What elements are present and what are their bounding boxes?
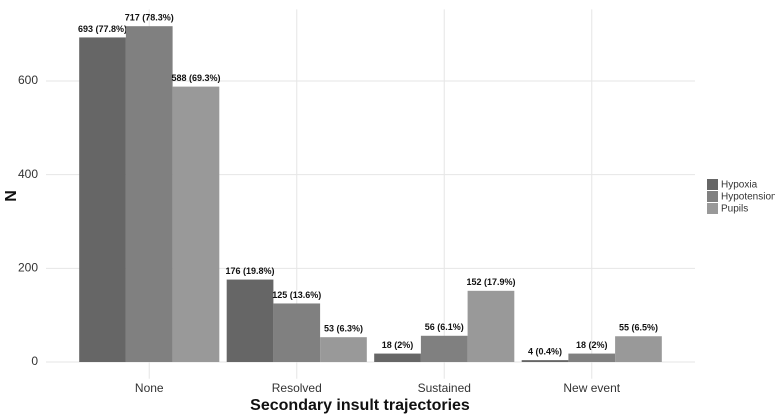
y-tick-label: 0 [31, 354, 38, 368]
y-tick-label: 200 [18, 261, 38, 275]
value-label: 588 (69.3%) [171, 73, 220, 83]
bar [568, 353, 616, 363]
bar [320, 337, 367, 363]
value-label: 717 (78.3%) [125, 13, 174, 23]
y-tick-label: 600 [18, 73, 38, 87]
x-tick-label: New event [563, 381, 620, 395]
value-label: 56 (6.1%) [425, 322, 464, 332]
legend-label: Hypotension [721, 192, 775, 203]
value-label: 4 (0.4%) [528, 347, 562, 357]
legend-label: Hypoxia [721, 180, 758, 191]
x-axis-title: Secondary insult trajectories [250, 397, 470, 414]
legend-label: Pupils [721, 204, 748, 215]
y-tick-label: 400 [18, 167, 38, 181]
value-label: 18 (2%) [576, 340, 608, 350]
bar [420, 335, 468, 363]
x-tick-label: None [135, 381, 164, 395]
bar [615, 336, 662, 363]
value-label: 18 (2%) [382, 340, 414, 350]
value-label: 693 (77.8%) [78, 24, 127, 34]
value-label: 125 (13.6%) [272, 290, 321, 300]
value-label: 55 (6.5%) [619, 323, 658, 333]
bar [125, 26, 173, 363]
bar [521, 360, 569, 363]
bar [226, 279, 274, 363]
legend-swatch [707, 203, 718, 214]
bar [374, 353, 421, 363]
bar [79, 37, 126, 363]
bar [172, 86, 220, 363]
value-label: 176 (19.8%) [226, 266, 275, 276]
bar [467, 290, 515, 363]
legend-swatch [707, 179, 718, 190]
value-label: 53 (6.3%) [324, 324, 363, 334]
legend-swatch [707, 191, 718, 202]
bar [273, 303, 321, 363]
y-axis-title: N [3, 190, 20, 202]
x-tick-label: Sustained [418, 381, 471, 395]
value-label: 152 (17.9%) [466, 277, 515, 287]
x-tick-label: Resolved [272, 381, 322, 395]
